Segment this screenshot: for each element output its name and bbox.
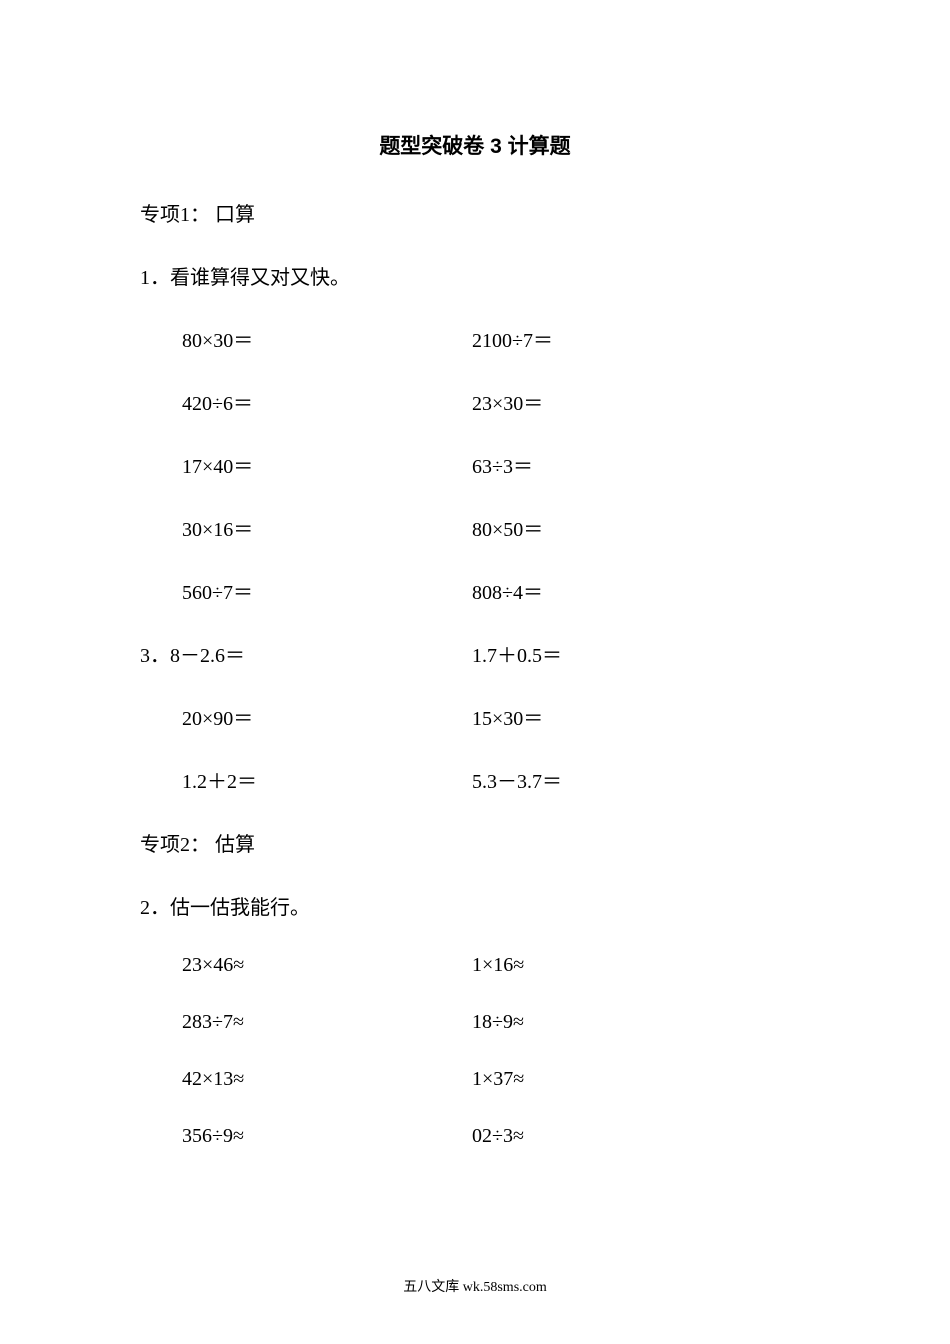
problem-row: 420÷6＝ 23×30＝ xyxy=(182,387,810,416)
problem-right: 1.7＋0.5＝ xyxy=(472,639,810,668)
problem-row: 283÷7≈ 18÷9≈ xyxy=(182,1011,810,1034)
footer-text: 五八文库 wk.58sms.com xyxy=(0,1276,950,1296)
problem-row: 3．8－2.6＝ 1.7＋0.5＝ xyxy=(140,639,810,668)
problem-right: 5.3－3.7＝ xyxy=(472,765,810,794)
section2-problems: 23×46≈ 1×16≈ 283÷7≈ 18÷9≈ 42×13≈ 1×37≈ 3… xyxy=(140,954,810,1148)
section2-header: 专项2： 估算 xyxy=(140,828,810,857)
section1-header: 专项1： 口算 xyxy=(140,198,810,227)
problem-right: 15×30＝ xyxy=(472,702,810,731)
problem-right: 1×37≈ xyxy=(472,1068,810,1091)
problem-right: 18÷9≈ xyxy=(472,1011,810,1034)
problem-left: 20×90＝ xyxy=(182,702,472,731)
problem-row: 1.2＋2＝ 5.3－3.7＝ xyxy=(182,765,810,794)
problem-right: 23×30＝ xyxy=(472,387,810,416)
problem-right: 808÷4＝ xyxy=(472,576,810,605)
problem-left: 356÷9≈ xyxy=(182,1125,472,1148)
question2-header: 2．估一估我能行。 xyxy=(140,891,810,920)
problem-right: 63÷3＝ xyxy=(472,450,810,479)
problem-left: 1.2＋2＝ xyxy=(182,765,472,794)
problem-left: 23×46≈ xyxy=(182,954,472,977)
problem-row: 356÷9≈ 02÷3≈ xyxy=(182,1125,810,1148)
problem-row: 20×90＝ 15×30＝ xyxy=(182,702,810,731)
problem-left: 17×40＝ xyxy=(182,450,472,479)
problem-left: 3．8－2.6＝ xyxy=(140,639,472,668)
problem-right: 2100÷7＝ xyxy=(472,324,810,353)
problem-row: 17×40＝ 63÷3＝ xyxy=(182,450,810,479)
problem-right: 80×50＝ xyxy=(472,513,810,542)
problem-left: 560÷7＝ xyxy=(182,576,472,605)
problem-row: 560÷7＝ 808÷4＝ xyxy=(182,576,810,605)
problem-left: 30×16＝ xyxy=(182,513,472,542)
problem-left: 420÷6＝ xyxy=(182,387,472,416)
problem-right: 02÷3≈ xyxy=(472,1125,810,1148)
problem-row: 30×16＝ 80×50＝ xyxy=(182,513,810,542)
problem-right: 1×16≈ xyxy=(472,954,810,977)
problem-row: 23×46≈ 1×16≈ xyxy=(182,954,810,977)
section1-problems: 80×30＝ 2100÷7＝ 420÷6＝ 23×30＝ 17×40＝ 63÷3… xyxy=(140,324,810,794)
document-title: 题型突破卷 3 计算题 xyxy=(140,130,810,160)
problem-left: 42×13≈ xyxy=(182,1068,472,1091)
problem-row: 42×13≈ 1×37≈ xyxy=(182,1068,810,1091)
question1-header: 1．看谁算得又对又快。 xyxy=(140,261,810,290)
problem-row: 80×30＝ 2100÷7＝ xyxy=(182,324,810,353)
problem-left: 80×30＝ xyxy=(182,324,472,353)
problem-left: 283÷7≈ xyxy=(182,1011,472,1034)
